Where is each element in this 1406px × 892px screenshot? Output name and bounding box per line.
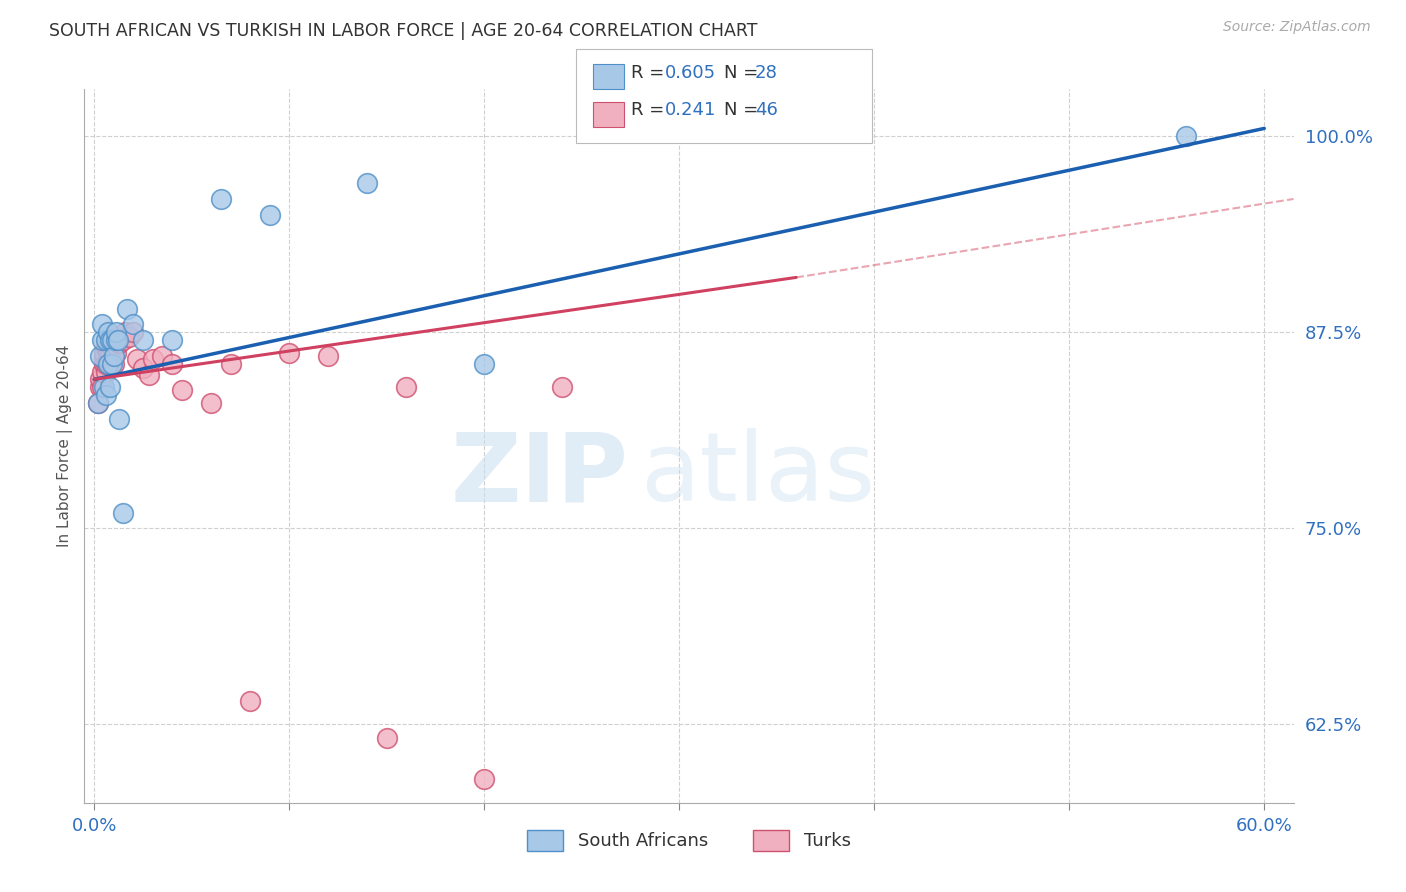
Text: 0.241: 0.241 [665,101,717,119]
Text: ZIP: ZIP [450,428,628,521]
South Africans [209,192,232,206]
South Africans [107,333,129,347]
Turks [219,357,242,371]
Turks [375,731,398,746]
South Africans [90,318,112,332]
Turks [93,357,115,371]
Turks [142,351,165,366]
South Africans [112,506,135,520]
South Africans [132,333,155,347]
Turks [94,357,117,371]
Turks [114,326,136,340]
Text: R =: R = [631,101,676,119]
South Africans [472,357,495,371]
Turks [107,333,129,347]
South Africans [104,333,127,347]
South Africans [100,357,122,371]
Turks [98,333,121,347]
Turks [97,357,120,371]
Turks [97,345,120,359]
South Africans [160,333,183,347]
South Africans [356,176,378,190]
South Africans [100,333,122,347]
Text: 0.605: 0.605 [665,64,716,82]
Turks [97,336,120,351]
Text: SOUTH AFRICAN VS TURKISH IN LABOR FORCE | AGE 20-64 CORRELATION CHART: SOUTH AFRICAN VS TURKISH IN LABOR FORCE … [49,22,758,40]
South Africans [108,411,131,425]
Text: 46: 46 [755,101,778,119]
Turks [112,333,135,347]
Turks [98,357,121,371]
Turks [94,341,117,355]
South Africans [104,326,127,340]
Turks [160,357,183,371]
Turks [93,351,115,366]
Turks [103,357,125,371]
South Africans [97,326,120,340]
Turks [239,694,262,708]
Turks [104,345,127,359]
Text: N =: N = [724,64,763,82]
Turks [103,333,125,347]
Text: atlas: atlas [641,428,876,521]
Y-axis label: In Labor Force | Age 20-64: In Labor Force | Age 20-64 [58,345,73,547]
Turks [98,345,121,359]
Turks [170,384,193,398]
Turks [200,396,222,410]
Turks [100,341,122,355]
South Africans [98,333,121,347]
South Africans [117,301,139,316]
Turks [89,380,111,394]
South Africans [122,318,145,332]
Text: Source: ZipAtlas.com: Source: ZipAtlas.com [1223,20,1371,34]
South Africans [259,208,281,222]
South Africans [93,380,115,394]
South Africans [94,333,117,347]
Turks [138,368,160,382]
South Africans [1175,129,1198,144]
Turks [108,336,131,351]
Turks [122,326,145,340]
South Africans [97,357,120,371]
Text: 28: 28 [755,64,778,82]
Turks [132,361,155,376]
Turks [90,380,112,394]
Turks [104,330,127,344]
Legend: South Africans, Turks: South Africans, Turks [520,822,858,858]
Turks [93,345,115,359]
South Africans [90,333,112,347]
Turks [118,330,141,344]
Turks [316,349,339,363]
Turks [551,380,574,394]
Turks [94,364,117,378]
Turks [395,380,418,394]
Text: R =: R = [631,64,671,82]
Turks [87,396,110,410]
Turks [110,330,132,344]
Turks [150,349,173,363]
South Africans [87,396,110,410]
South Africans [103,349,125,363]
Text: N =: N = [724,101,763,119]
South Africans [98,380,121,394]
Turks [89,372,111,386]
Turks [125,351,148,366]
South Africans [94,388,117,402]
Turks [90,364,112,378]
Turks [472,772,495,787]
Turks [100,351,122,366]
South Africans [89,349,111,363]
Turks [278,345,301,359]
